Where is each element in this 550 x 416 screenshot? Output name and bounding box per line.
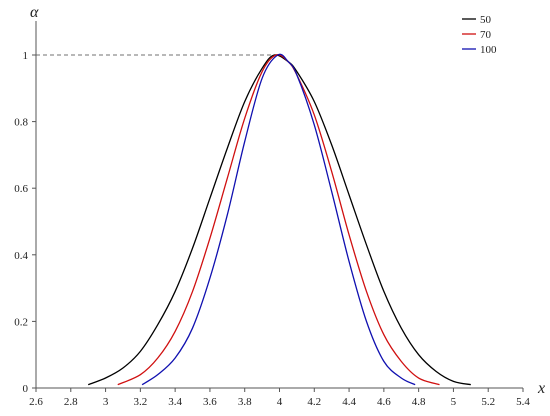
- x-tick-label: 2.6: [29, 396, 43, 408]
- x-tick-label: 5: [451, 396, 457, 408]
- y-tick-label: 0.4: [14, 250, 28, 262]
- x-tick-label: 3.6: [203, 396, 217, 408]
- x-ticks: 2.6 2.8 3 3.2 3.4 3.6 3.8 4 4.2 4.4 4.6 4.8 5 5.2 5.4: [29, 388, 530, 408]
- legend-label-50: 50: [480, 14, 492, 26]
- x-tick-label: 4.6: [377, 396, 391, 408]
- y-tick-label: 0.8: [14, 117, 28, 129]
- series-line-50: [87, 54, 471, 386]
- series-layer: [87, 53, 471, 386]
- x-tick-label: 4.4: [342, 396, 356, 408]
- x-tick-label: 4.2: [307, 396, 321, 408]
- y-axis-label: α: [30, 4, 39, 21]
- y-tick-label: 0.2: [14, 316, 28, 328]
- x-tick-label: 4.8: [412, 396, 426, 408]
- x-axis-label: x: [537, 380, 545, 397]
- x-tick-label: 3: [103, 396, 109, 408]
- x-tick-label: 5.2: [481, 396, 495, 408]
- legend: 50 70 100: [462, 14, 497, 56]
- y-tick-label: 0.6: [14, 183, 28, 195]
- series-line-100: [141, 53, 416, 386]
- legend-label-70: 70: [480, 29, 492, 41]
- x-tick-label: 4: [277, 396, 283, 408]
- y-tick-label: 1: [23, 50, 29, 62]
- x-tick-label: 3.4: [168, 396, 182, 408]
- y-ticks: 0 0.2 0.4 0.6 0.8 1: [14, 50, 36, 395]
- x-tick-label: 3.8: [238, 396, 252, 408]
- x-tick-label: 5.4: [516, 396, 530, 408]
- x-tick-label: 2.8: [64, 396, 78, 408]
- y-tick-label: 0: [23, 383, 29, 395]
- axes-layer: [35, 21, 523, 389]
- x-tick-label: 3.2: [133, 396, 147, 408]
- series-line-70: [117, 54, 440, 386]
- legend-label-100: 100: [480, 44, 497, 56]
